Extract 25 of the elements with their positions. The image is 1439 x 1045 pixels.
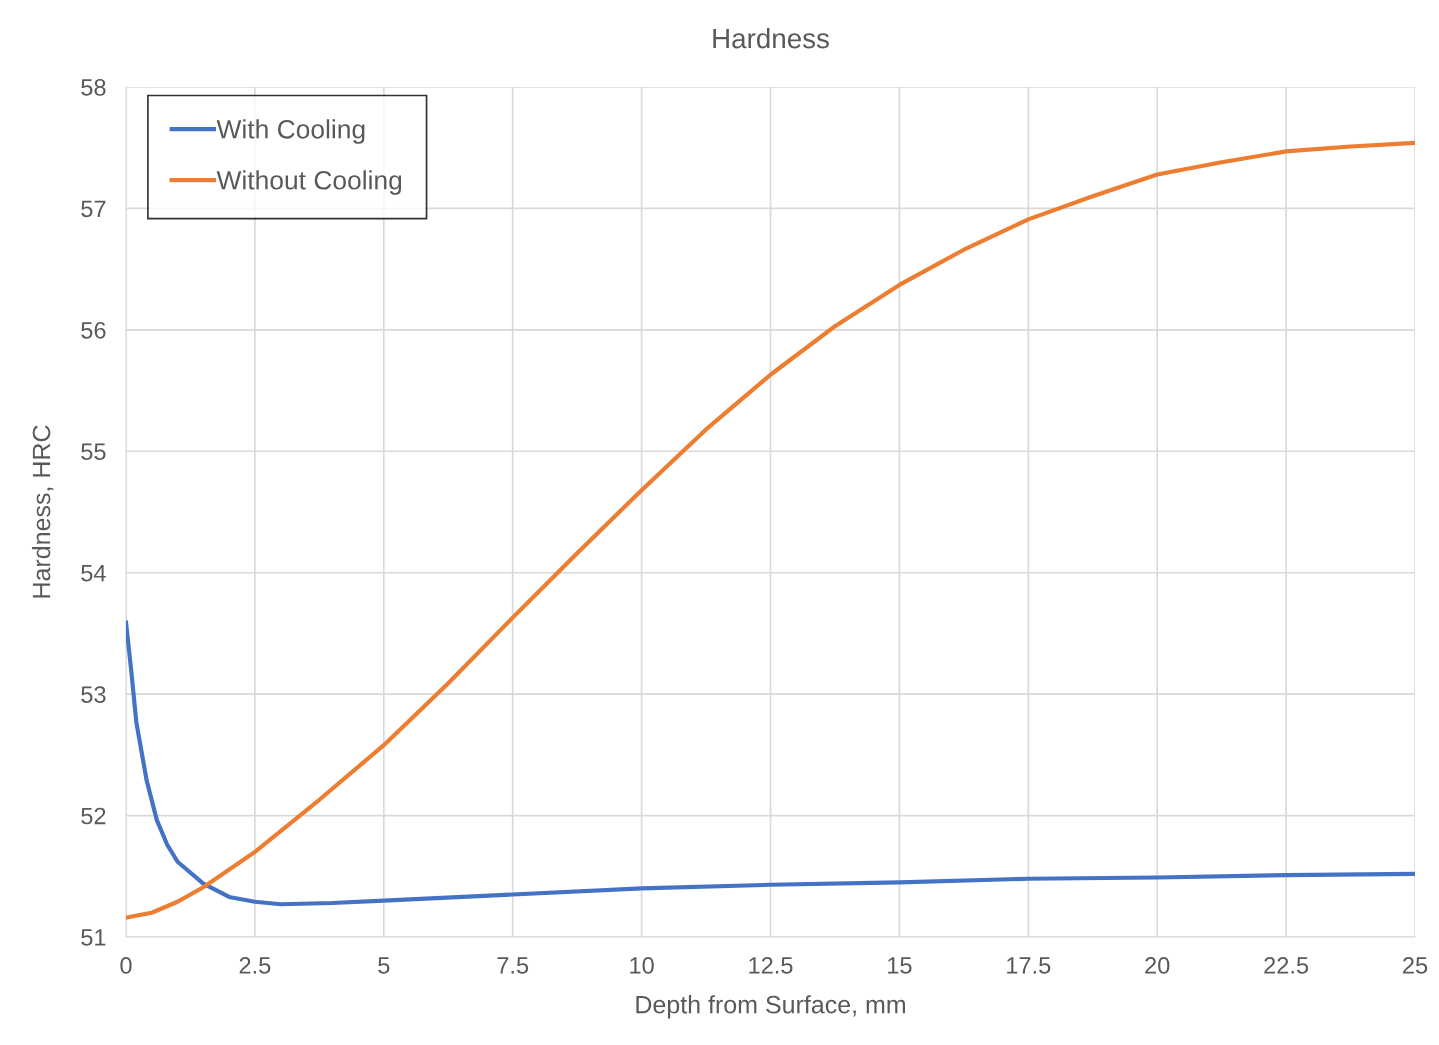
line-series bbox=[126, 620, 1415, 907]
x-tick-label: 25 bbox=[1403, 957, 1428, 974]
y-tick-label: 55 bbox=[81, 443, 106, 461]
x-tick-label: 20 bbox=[1145, 957, 1170, 974]
y-tick-label: 57 bbox=[81, 200, 106, 218]
x-tick-label: 0 bbox=[120, 957, 132, 974]
x-tick-label: 15 bbox=[888, 957, 912, 974]
y-tick-label: 56 bbox=[81, 321, 106, 339]
x-tick-label: 17.5 bbox=[1007, 957, 1051, 974]
x-axis-title: Depth from Surface, mm bbox=[636, 995, 906, 1019]
y-tick-label: 54 bbox=[81, 565, 106, 582]
legend-label: With Cooling bbox=[216, 119, 365, 144]
x-tick-label: 7.5 bbox=[497, 957, 529, 974]
chart-title: Hardness bbox=[713, 27, 829, 49]
y-tick-label: 52 bbox=[81, 807, 106, 825]
legend-label: Without Cooling bbox=[216, 170, 402, 195]
y-tick-label: 53 bbox=[81, 686, 106, 703]
y-tick-label: 58 bbox=[81, 79, 106, 96]
x-tick-label: 12.5 bbox=[749, 957, 793, 974]
x-tick-label: 10 bbox=[630, 957, 654, 974]
x-tick-label: 22.5 bbox=[1264, 957, 1309, 974]
y-axis-title: Hardness, HRC bbox=[31, 425, 54, 598]
y-tick-label: 51 bbox=[81, 929, 106, 946]
x-tick-label: 5 bbox=[378, 957, 390, 974]
x-tick-label: 2.5 bbox=[239, 957, 271, 974]
